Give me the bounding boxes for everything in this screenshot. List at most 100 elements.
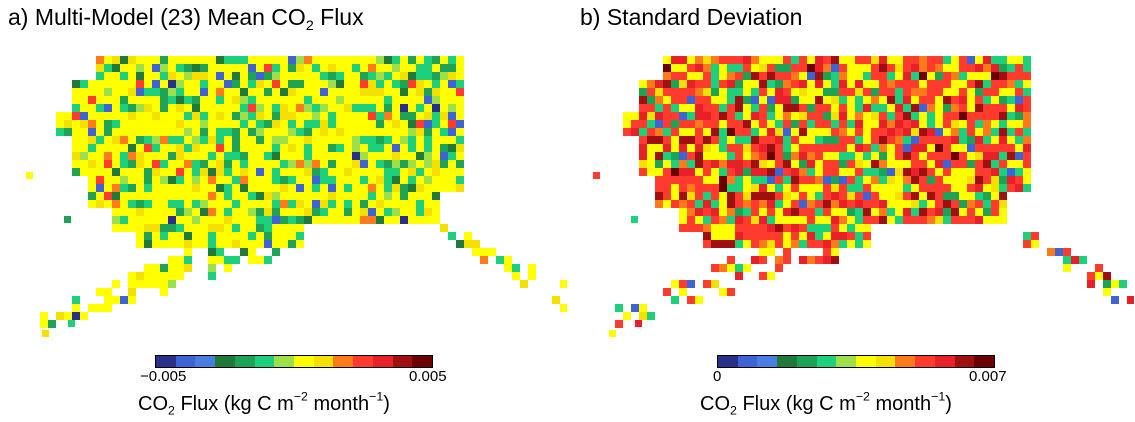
heatmap-cell [296, 240, 304, 248]
heatmap-cell [823, 208, 831, 216]
heatmap-cell [272, 248, 280, 256]
heatmap-cell [887, 104, 895, 112]
heatmap-cell [1111, 296, 1119, 304]
heatmap-cell [352, 72, 360, 80]
heatmap-cell [448, 152, 456, 160]
heatmap-cell [959, 160, 967, 168]
heatmap-cell [240, 64, 248, 72]
heatmap-cell [144, 136, 152, 144]
heatmap-cell [144, 56, 152, 64]
heatmap-cell [168, 104, 176, 112]
heatmap-cell [735, 168, 743, 176]
heatmap-cell [975, 168, 983, 176]
heatmap-cell [839, 136, 847, 144]
heatmap-cell [711, 128, 719, 136]
heatmap-cell [735, 56, 743, 64]
heatmap-cell [791, 56, 799, 64]
heatmap-cell [72, 136, 80, 144]
heatmap-cell [671, 80, 679, 88]
heatmap-cell [304, 184, 312, 192]
heatmap-cell [831, 72, 839, 80]
heatmap-cell [192, 64, 200, 72]
heatmap-cell [272, 136, 280, 144]
heatmap-cell [376, 56, 384, 64]
heatmap-cell [160, 152, 168, 160]
heatmap-cell [256, 96, 264, 104]
heatmap-cell [871, 120, 879, 128]
heatmap-cell [695, 88, 703, 96]
heatmap-cell [112, 88, 120, 96]
heatmap-cell [168, 192, 176, 200]
heatmap-cell [264, 160, 272, 168]
heatmap-cell [304, 56, 312, 64]
heatmap-cell [759, 224, 767, 232]
heatmap-cell [831, 152, 839, 160]
heatmap-cell [703, 232, 711, 240]
heatmap-cell [799, 240, 807, 248]
heatmap-cell [456, 160, 464, 168]
label-sub: 2 [730, 403, 737, 418]
heatmap-cell [288, 96, 296, 104]
heatmap-cell [128, 272, 136, 280]
heatmap-cell [448, 64, 456, 72]
heatmap-cell [895, 96, 903, 104]
heatmap-cell [360, 208, 368, 216]
heatmap-cell [104, 112, 112, 120]
heatmap-cell [911, 192, 919, 200]
heatmap-cell [751, 80, 759, 88]
heatmap-cell [416, 160, 424, 168]
heatmap-cell [96, 112, 104, 120]
heatmap-cell [799, 160, 807, 168]
heatmap-cell [703, 160, 711, 168]
heatmap-cell [711, 64, 719, 72]
heatmap-cell [687, 208, 695, 216]
heatmap-cell [96, 168, 104, 176]
heatmap-cell [1103, 288, 1111, 296]
heatmap-cell [695, 144, 703, 152]
heatmap-cell [847, 232, 855, 240]
heatmap-mean [26, 56, 567, 337]
heatmap-cell [208, 184, 216, 192]
heatmap-cell [352, 216, 360, 224]
heatmap-cell [312, 192, 320, 200]
heatmap-cell [56, 112, 64, 120]
heatmap-cell [120, 160, 128, 168]
heatmap-cell [128, 152, 136, 160]
heatmap-cell [288, 240, 296, 248]
heatmap-cell [400, 136, 408, 144]
heatmap-cell [687, 168, 695, 176]
heatmap-cell [136, 80, 144, 88]
heatmap-cell [983, 128, 991, 136]
heatmap-cell [935, 216, 943, 224]
heatmap-cell [296, 168, 304, 176]
heatmap-cell [376, 192, 384, 200]
heatmap-cell [759, 192, 767, 200]
heatmap-cell [336, 168, 344, 176]
heatmap-cell [1103, 272, 1111, 280]
heatmap-cell [967, 120, 975, 128]
heatmap-cell [983, 160, 991, 168]
heatmap-cell [807, 240, 815, 248]
heatmap-cell [216, 104, 224, 112]
heatmap-cell [136, 184, 144, 192]
heatmap-cell [240, 152, 248, 160]
heatmap-cell [863, 160, 871, 168]
heatmap-cell [184, 128, 192, 136]
heatmap-cell [272, 224, 280, 232]
heatmap-cell [96, 136, 104, 144]
heatmap-cell [224, 80, 232, 88]
heatmap-cell [655, 144, 663, 152]
heatmap-cell [240, 208, 248, 216]
heatmap-cell [687, 280, 695, 288]
heatmap-cell [767, 136, 775, 144]
heatmap-cell [975, 200, 983, 208]
heatmap-cell [552, 296, 560, 304]
heatmap-cell [767, 128, 775, 136]
heatmap-cell [735, 72, 743, 80]
heatmap-cell [384, 112, 392, 120]
heatmap-cell [320, 176, 328, 184]
heatmap-cell [695, 56, 703, 64]
heatmap-cell [983, 72, 991, 80]
heatmap-cell [400, 64, 408, 72]
heatmap-cell [823, 56, 831, 64]
